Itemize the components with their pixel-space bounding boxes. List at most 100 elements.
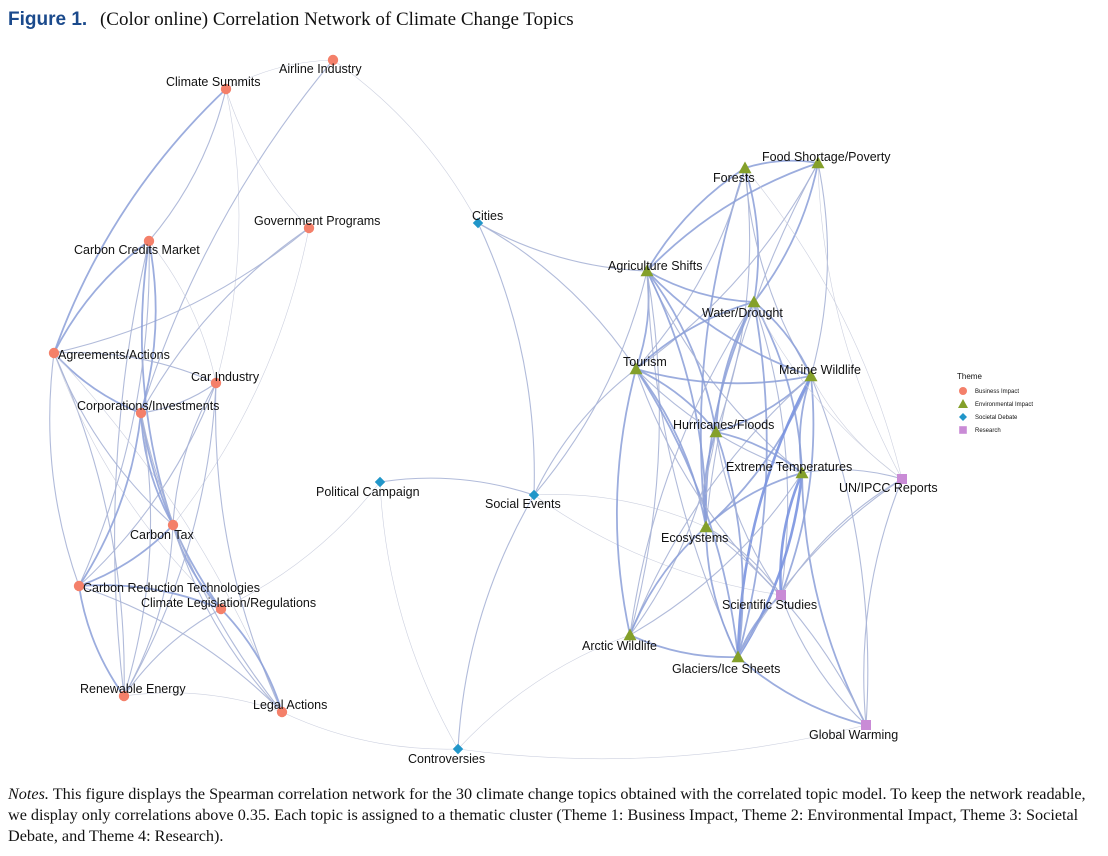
edge-summits-govprog [225,88,310,229]
node-food [811,156,825,169]
edge-airline-summits [225,59,334,90]
edge-marine-scientific [780,375,815,596]
edge-ecosystems-glaciers [705,526,739,658]
edge-airline-corporations [140,59,334,414]
node-label-summits: Climate Summits [166,75,260,89]
edge-reduction-renewable [78,585,125,697]
node-car [210,377,222,389]
edge-govprog-tax [172,227,310,526]
node-water [747,295,761,308]
edge-tourism-hurricanes [635,368,717,433]
node-agri [640,264,654,277]
edge-cities-social [477,222,535,496]
edge-corporations-tax [140,412,174,526]
edge-social-tourism [533,368,637,496]
edge-cities-tourism [477,222,637,370]
edge-govprog-agreements [53,227,310,354]
legend-business-icon [959,387,967,395]
node-label-food: Food Shortage/Poverty [762,150,891,164]
edge-hurricanes-scientific [715,431,782,596]
edge-forests-tourism [635,167,746,370]
node-airline [327,54,339,66]
edge-credits-agreements [53,240,150,354]
node-label-tourism: Tourism [623,355,667,369]
edge-extreme-arctic [629,472,803,636]
node-label-govprog: Government Programs [254,214,380,228]
edge-summits-credits [148,88,227,242]
edge-marine-ecosystems [705,375,812,528]
node-arctic [623,628,637,641]
node-govprog [303,222,315,234]
node-legislation [215,603,227,615]
node-forests [738,161,752,174]
edge-corporations-reduction [78,412,142,587]
edge-agri-hurricanes [646,270,717,433]
edge-food-agri [646,162,819,272]
edge-marine-warming [810,375,869,726]
node-label-reduction: Carbon Reduction Technologies [83,581,260,595]
edge-controversies-warming [457,724,867,760]
edge-scientific-ipcc [780,478,903,596]
node-warming [861,720,871,730]
edge-glaciers-scientific [737,594,782,658]
node-corporations [135,407,147,419]
edge-reduction-legal [78,585,283,713]
edge-forests-water [744,167,760,303]
notes-label: Notes. [8,785,49,803]
node-summits [220,83,232,95]
node-tourism [629,362,643,375]
figure-title: Figure 1. (Color online) Correlation Net… [8,9,574,31]
edge-water-hurricanes [715,301,755,433]
edge-airline-cities [332,59,479,224]
node-label-legal: Legal Actions [253,698,327,712]
edge-water-marine [753,301,812,377]
edge-ecosystems-arctic [629,526,707,636]
node-campaign [374,476,386,488]
edge-scientific-warming [780,594,867,726]
network-diagram: Airline Industry Climate Summits Governmen… [48,54,1033,766]
node-label-airline: Airline Industry [279,62,362,76]
edge-glaciers-ipcc [737,478,903,658]
edge-water-tourism [635,301,755,370]
edge-hurricanes-extreme [715,431,803,474]
edge-reduction-legislation [78,584,222,610]
node-label-controversies: Controversies [408,752,485,766]
edge-credits-renewable [114,240,150,697]
node-label-forests: Forests [713,171,755,185]
figure-label: Figure 1. [8,9,88,30]
node-label-campaign: Political Campaign [316,485,420,499]
edge-extreme-scientific [779,472,804,596]
edge-agri-glaciers [646,270,739,658]
edge-renewable-legal [123,692,283,713]
node-legal [276,706,288,718]
figure-notes: Notes. This figure displays the Spearman… [8,784,1100,847]
edge-food-tourism [635,162,819,370]
node-hurricanes [709,425,723,438]
edge-arctic-glaciers [629,634,739,659]
legend-societal-icon [959,413,967,421]
edge-water-ecosystems [704,301,755,528]
edge-agri-ecosystems [646,270,707,528]
edge-legislation-legal [220,608,283,713]
edge-ipcc-warming [863,478,903,726]
node-label-tax: Carbon Tax [130,528,194,542]
edge-tax-renewable [123,524,174,697]
node-credits [143,235,155,247]
node-ipcc [897,474,907,484]
labels-layer: Airline Industry Climate Summits Governmen… [58,62,938,766]
legend: Theme Business Impact Environmental Impac… [957,372,1033,434]
edge-controversies-arctic [457,634,631,750]
edge-cities-agri [477,222,648,272]
node-glaciers [731,650,745,663]
edges-layer [49,59,903,760]
legend-research-label: Research [975,428,1001,434]
edge-food-marine [810,162,829,377]
edge-tax-legal [172,524,283,713]
edge-legislation-campaign [220,481,381,610]
nodes-layer [48,54,907,755]
edge-agreements-car [53,351,217,384]
node-label-ecosystems: Ecosystems [661,531,728,545]
edge-govprog-corporations [140,227,310,414]
node-label-corporations: Corporations/Investments [77,399,219,413]
node-tax [167,519,179,531]
